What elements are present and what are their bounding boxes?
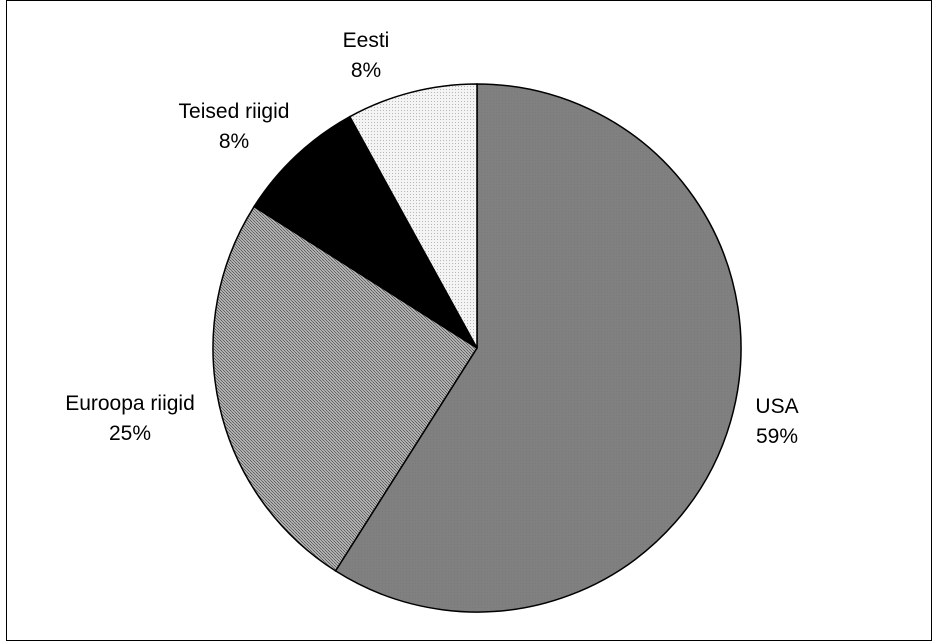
slice-percent-europe: 25%	[109, 422, 151, 445]
slice-label-usa: USA	[755, 395, 798, 418]
pie-slice-europe	[212, 205, 479, 572]
slice-label-europe: Euroopa riigid	[65, 392, 195, 415]
pie-slices	[212, 83, 742, 613]
pie-slice-other	[253, 115, 478, 349]
slice-label-other: Teised riigid	[179, 100, 290, 123]
pie-slice-estonia	[348, 83, 478, 349]
slice-label-estonia: Eesti	[343, 29, 390, 52]
pie-chart: USA 59% Euroopa riigid 25% Teised riigid 8% Ee…	[65, 29, 799, 613]
pie-labels: USA 59% Euroopa riigid 25% Teised riigid 8% Ee…	[65, 29, 798, 448]
slice-percent-other: 8%	[219, 130, 249, 153]
chart-frame: USA 59% Euroopa riigid 25% Teised riigid 8% Ee…	[6, 0, 932, 641]
slice-percent-usa: 59%	[756, 425, 798, 448]
slice-percent-estonia: 8%	[351, 59, 381, 82]
pie-slice-usa	[334, 83, 742, 613]
